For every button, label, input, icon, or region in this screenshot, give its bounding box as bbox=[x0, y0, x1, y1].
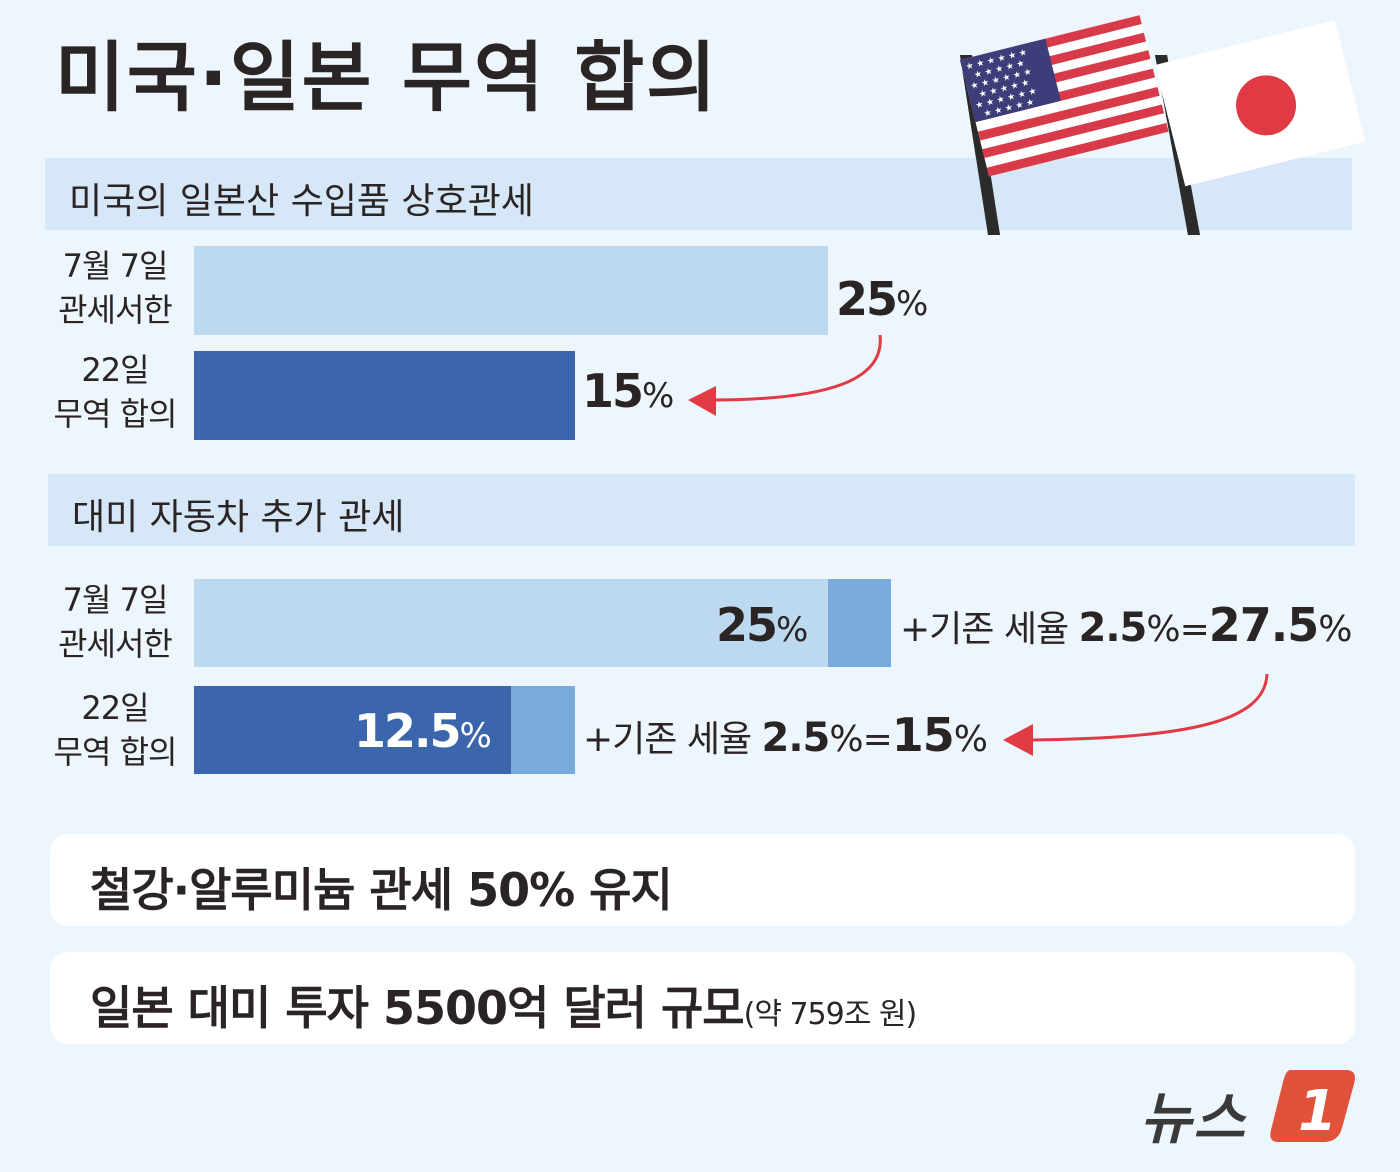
label-line2: 무역 합의 bbox=[53, 395, 178, 433]
logo-mark-icon: 1 bbox=[1270, 1070, 1355, 1144]
row-label-july7: 7월 7일 관세서한 bbox=[40, 578, 190, 666]
label-line2: 무역 합의 bbox=[53, 733, 178, 771]
decrease-arrow-icon bbox=[688, 334, 882, 416]
flags-overlay-icon: ★ ★ ★ ★ ★ ★ ★ ★ ★ ★ ★ ★ ★ ★ ★ ★ ★ ★ ★ ★ … bbox=[959, 15, 1365, 235]
section-header-auto-tariff: 대미 자동차 추가 관세 bbox=[48, 474, 1355, 546]
bar-auto-july7-base-rate bbox=[828, 579, 891, 667]
note-steel-aluminum: 철강·알루미늄 관세 50% 유지 bbox=[50, 834, 1355, 926]
section-title: 대미 자동차 추가 관세 bbox=[72, 497, 405, 538]
row-label-july7: 7월 7일 관세서한 bbox=[40, 244, 190, 332]
row-label-july22: 22일 무역 합의 bbox=[40, 348, 190, 436]
section-title: 미국의 일본산 수입품 상호관세 bbox=[69, 181, 534, 222]
label-line1: 22일 bbox=[81, 351, 149, 389]
formula-auto-july7: +기존 세율 2.5%=27.5% bbox=[900, 598, 1352, 652]
value-reciprocal-july22: 15% bbox=[582, 364, 674, 418]
note-investment: 일본 대미 투자 5500억 달러 규모(약 759조 원) bbox=[50, 952, 1355, 1044]
section-header-reciprocal-tariff: 미국의 일본산 수입품 상호관세 bbox=[45, 158, 1352, 230]
label-line1: 7월 7일 bbox=[62, 581, 169, 619]
svg-text:1: 1 bbox=[1298, 1079, 1337, 1144]
value-auto-july22: 12.5% bbox=[354, 704, 492, 758]
bar-auto-july22-base-rate bbox=[511, 686, 575, 774]
label-line1: 7월 7일 bbox=[62, 247, 169, 285]
label-line2: 관세서한 bbox=[58, 625, 173, 663]
value-auto-july7: 25% bbox=[716, 598, 808, 652]
bar-reciprocal-july7 bbox=[194, 246, 828, 335]
news1-logo: 뉴스 1 bbox=[1140, 1064, 1360, 1152]
bar-auto-july7-additional bbox=[194, 579, 828, 667]
value-reciprocal-july7: 25% bbox=[836, 272, 928, 326]
row-label-july22: 22일 무역 합의 bbox=[40, 686, 190, 774]
logo-text: 뉴스 bbox=[1140, 1087, 1248, 1152]
bar-auto-july22-additional bbox=[194, 686, 511, 774]
note-subtext: (약 759조 원) bbox=[743, 997, 918, 1032]
bar-reciprocal-july22 bbox=[194, 351, 575, 440]
note-text: 철강·알루미늄 관세 50% 유지 bbox=[90, 863, 673, 917]
formula-auto-july22: +기존 세율 2.5%=15% bbox=[583, 708, 988, 762]
page-title: 미국·일본 무역 합의 bbox=[55, 33, 719, 122]
label-line2: 관세서한 bbox=[58, 291, 173, 329]
decrease-arrow-icon bbox=[1003, 673, 1269, 756]
note-text: 일본 대미 투자 5500억 달러 규모(약 759조 원) bbox=[90, 981, 918, 1035]
label-line1: 22일 bbox=[81, 689, 149, 727]
